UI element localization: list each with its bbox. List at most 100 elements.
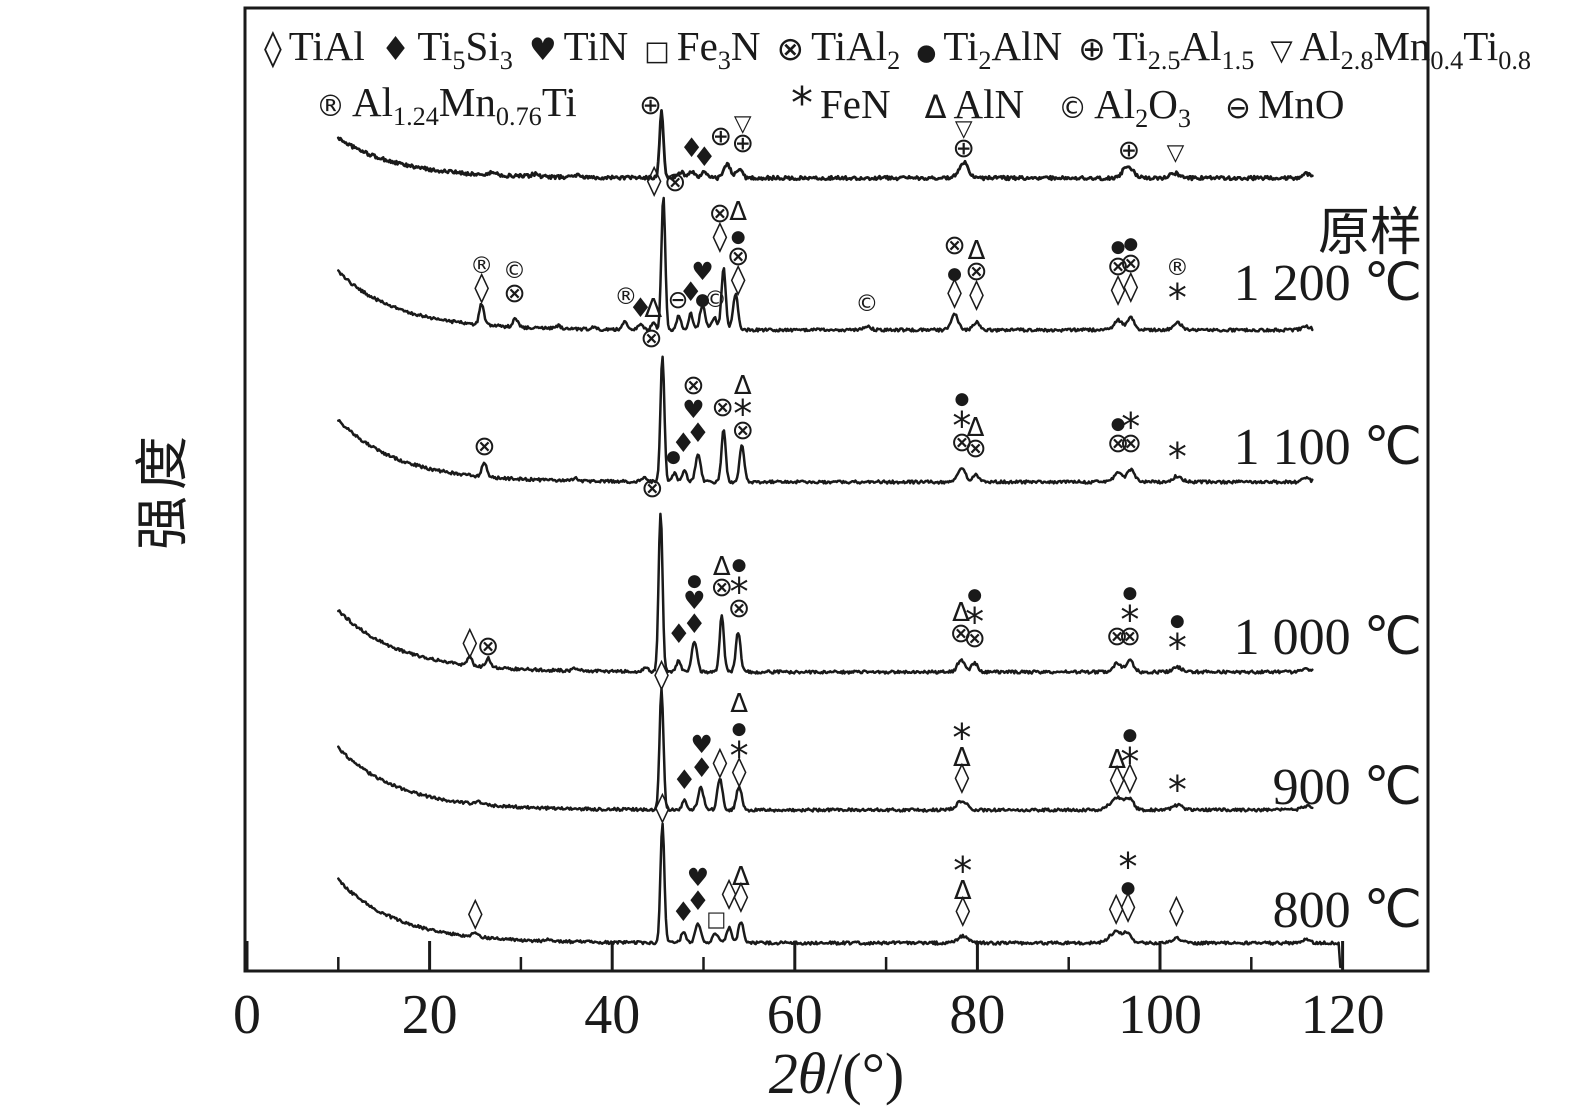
x-axis-label: 2θ/(°) [245,1040,1428,1107]
marker-tial2: ⊗ [943,230,966,261]
legend-formula-tial2: TiAl2 [811,23,901,76]
marker-ti2aln: ● [687,571,702,591]
legend-formula-fe3n: Fe3N [676,23,761,76]
x-tick-label: 0 [233,984,261,1046]
legend-formula-mno: MnO [1257,81,1345,127]
marker-mno: ⊖ [667,285,688,314]
marker-ti5si3: ♦ [672,765,696,796]
marker-ti5si3: ♦ [690,753,714,784]
legend-formula-al124mn076ti: Al1.24Mn0.76Ti [352,79,577,132]
marker-aln: Δ [732,862,750,892]
marker-tial: ◊ [468,896,483,931]
series-label-4: 900 ℃ [1272,759,1422,816]
xrd-curve-0 [336,109,1314,182]
marker-ti2aln: ● [1111,237,1126,257]
marker-ti5si3: ♦ [682,609,706,640]
marker-tial2: ⊗ [963,623,986,654]
marker-tial: ◊ [1169,893,1184,928]
marker-aln: Δ [713,552,731,582]
marker-fen: * [1121,405,1140,449]
xrd-curve-3 [337,512,1314,675]
marker-ti5si3: ♦ [692,142,716,173]
legend-item-aln: Δ AlN [909,80,1025,128]
marker-tial2: ⊗ [1106,621,1129,652]
x-tick-label: 60 [767,984,823,1046]
marker-ti2aln: ● [954,389,969,409]
marker-fe3n: □ [706,907,726,931]
legend-symbol-mno-icon: ⊖ [1224,90,1251,126]
marker-al28mn04ti08: ▽ [1167,140,1185,166]
marker-tial2: ⊗ [477,631,500,662]
marker-ti2aln: ● [1122,725,1137,745]
marker-fen: * [952,404,971,448]
marker-fen: * [952,716,971,760]
legend-item-al28mn04ti08: ▽ Al2.8Mn0.4Ti0.8 [1254,22,1531,76]
marker-aln: Δ [729,197,747,227]
marker-ti25al15: ⊕ [952,133,975,164]
marker-aln: Δ [1108,745,1126,775]
marker-al2o3: © [855,291,878,317]
marker-aln: Δ [730,689,748,719]
legend-item-mno: ⊖ MnO [1209,80,1345,128]
series-label-0: 原样 [1317,205,1422,262]
marker-tial2: ⊗ [1107,428,1130,459]
marker-tial: ◊ [1111,272,1126,307]
marker-ti2aln: ● [1122,583,1137,603]
marker-tial: ◊ [731,262,746,297]
marker-tial2: ⊗ [473,431,496,462]
marker-ti5si3: ♦ [671,897,695,928]
x-tick-label: 20 [402,984,458,1046]
legend-formula-al28mn04ti08: Al2.8Mn0.4Ti0.8 [1299,23,1532,76]
x-tick-label: 100 [1118,984,1202,1046]
marker-tial: ◊ [732,754,747,789]
marker-tial: ◊ [947,275,962,310]
y-axis-label: 强度 [133,430,193,550]
legend-row-1: ◊ TiAl ♦ Ti5Si3 ♥ TiN □ Fe3N ⊗ TiAl2 ● Ti2AlN ⊕ Ti2.5… [248,22,1531,76]
marker-aln: Δ [967,413,985,443]
series-label-1: 1 200 ℃ [1233,255,1422,312]
marker-tial: ◊ [1123,269,1138,304]
marker-al124mn076ti: ® [1166,255,1189,281]
legend-symbol-ti25al15-icon: ⊕ [1078,29,1106,68]
x-tick-label: 120 [1301,984,1385,1046]
legend-item-tial2: ⊗ TiAl2 [761,22,901,76]
marker-tial2: ⊗ [682,370,705,401]
legend-item-ti2aln: ● Ti2AlN [900,22,1062,76]
marker-tial: ◊ [654,657,669,692]
marker-ti2aln: ● [1170,611,1185,631]
marker-fen: * [1119,845,1138,889]
legend-formula-ti25al15: Ti2.5Al1.5 [1112,23,1255,76]
marker-ti2aln: ● [695,290,710,310]
marker-tial2: ⊗ [709,198,732,229]
legend-symbol-fen-icon: * [791,78,813,129]
marker-ti25al15: ⊕ [1118,135,1141,166]
marker-ti5si3: ♦ [679,277,703,308]
marker-tin: ♥ [683,586,705,615]
marker-ti2aln: ● [1123,234,1138,254]
marker-fen: * [953,849,972,893]
marker-tial2: ⊗ [710,572,733,603]
marker-fen: * [1168,276,1187,320]
legend-item-fen: * FeN [775,78,891,129]
legend-symbol-tial2-icon: ⊗ [776,29,805,68]
marker-al28mn04ti08: ▽ [955,116,973,142]
marker-ti2aln: ● [1111,414,1126,434]
marker-tial: ◊ [734,879,749,914]
legend-formula-fen: FeN [820,81,891,127]
marker-al28mn04ti08: ▽ [734,111,752,137]
marker-ti5si3: ♦ [628,293,652,324]
marker-tial: ◊ [1110,762,1125,797]
x-axis-label-symbol: 2θ [768,1041,827,1106]
marker-tial2: ⊗ [1119,248,1142,279]
x-tick-label: 40 [584,984,640,1046]
marker-ti5si3: ♦ [686,886,710,917]
marker-al124mn076ti: ® [614,284,637,310]
legend-row-2-right: * FeN Δ AlN © Al2O3 ⊖ MnO [775,78,1363,134]
legend-row-2-left: ® Al1.24Mn0.76Ti [300,78,577,132]
legend-item-tin: ♥ TiN [513,22,628,70]
marker-tial2: ⊗ [951,427,974,458]
marker-al2o3: © [704,287,727,313]
legend-formula-al2o3: Al2O3 [1094,81,1191,134]
